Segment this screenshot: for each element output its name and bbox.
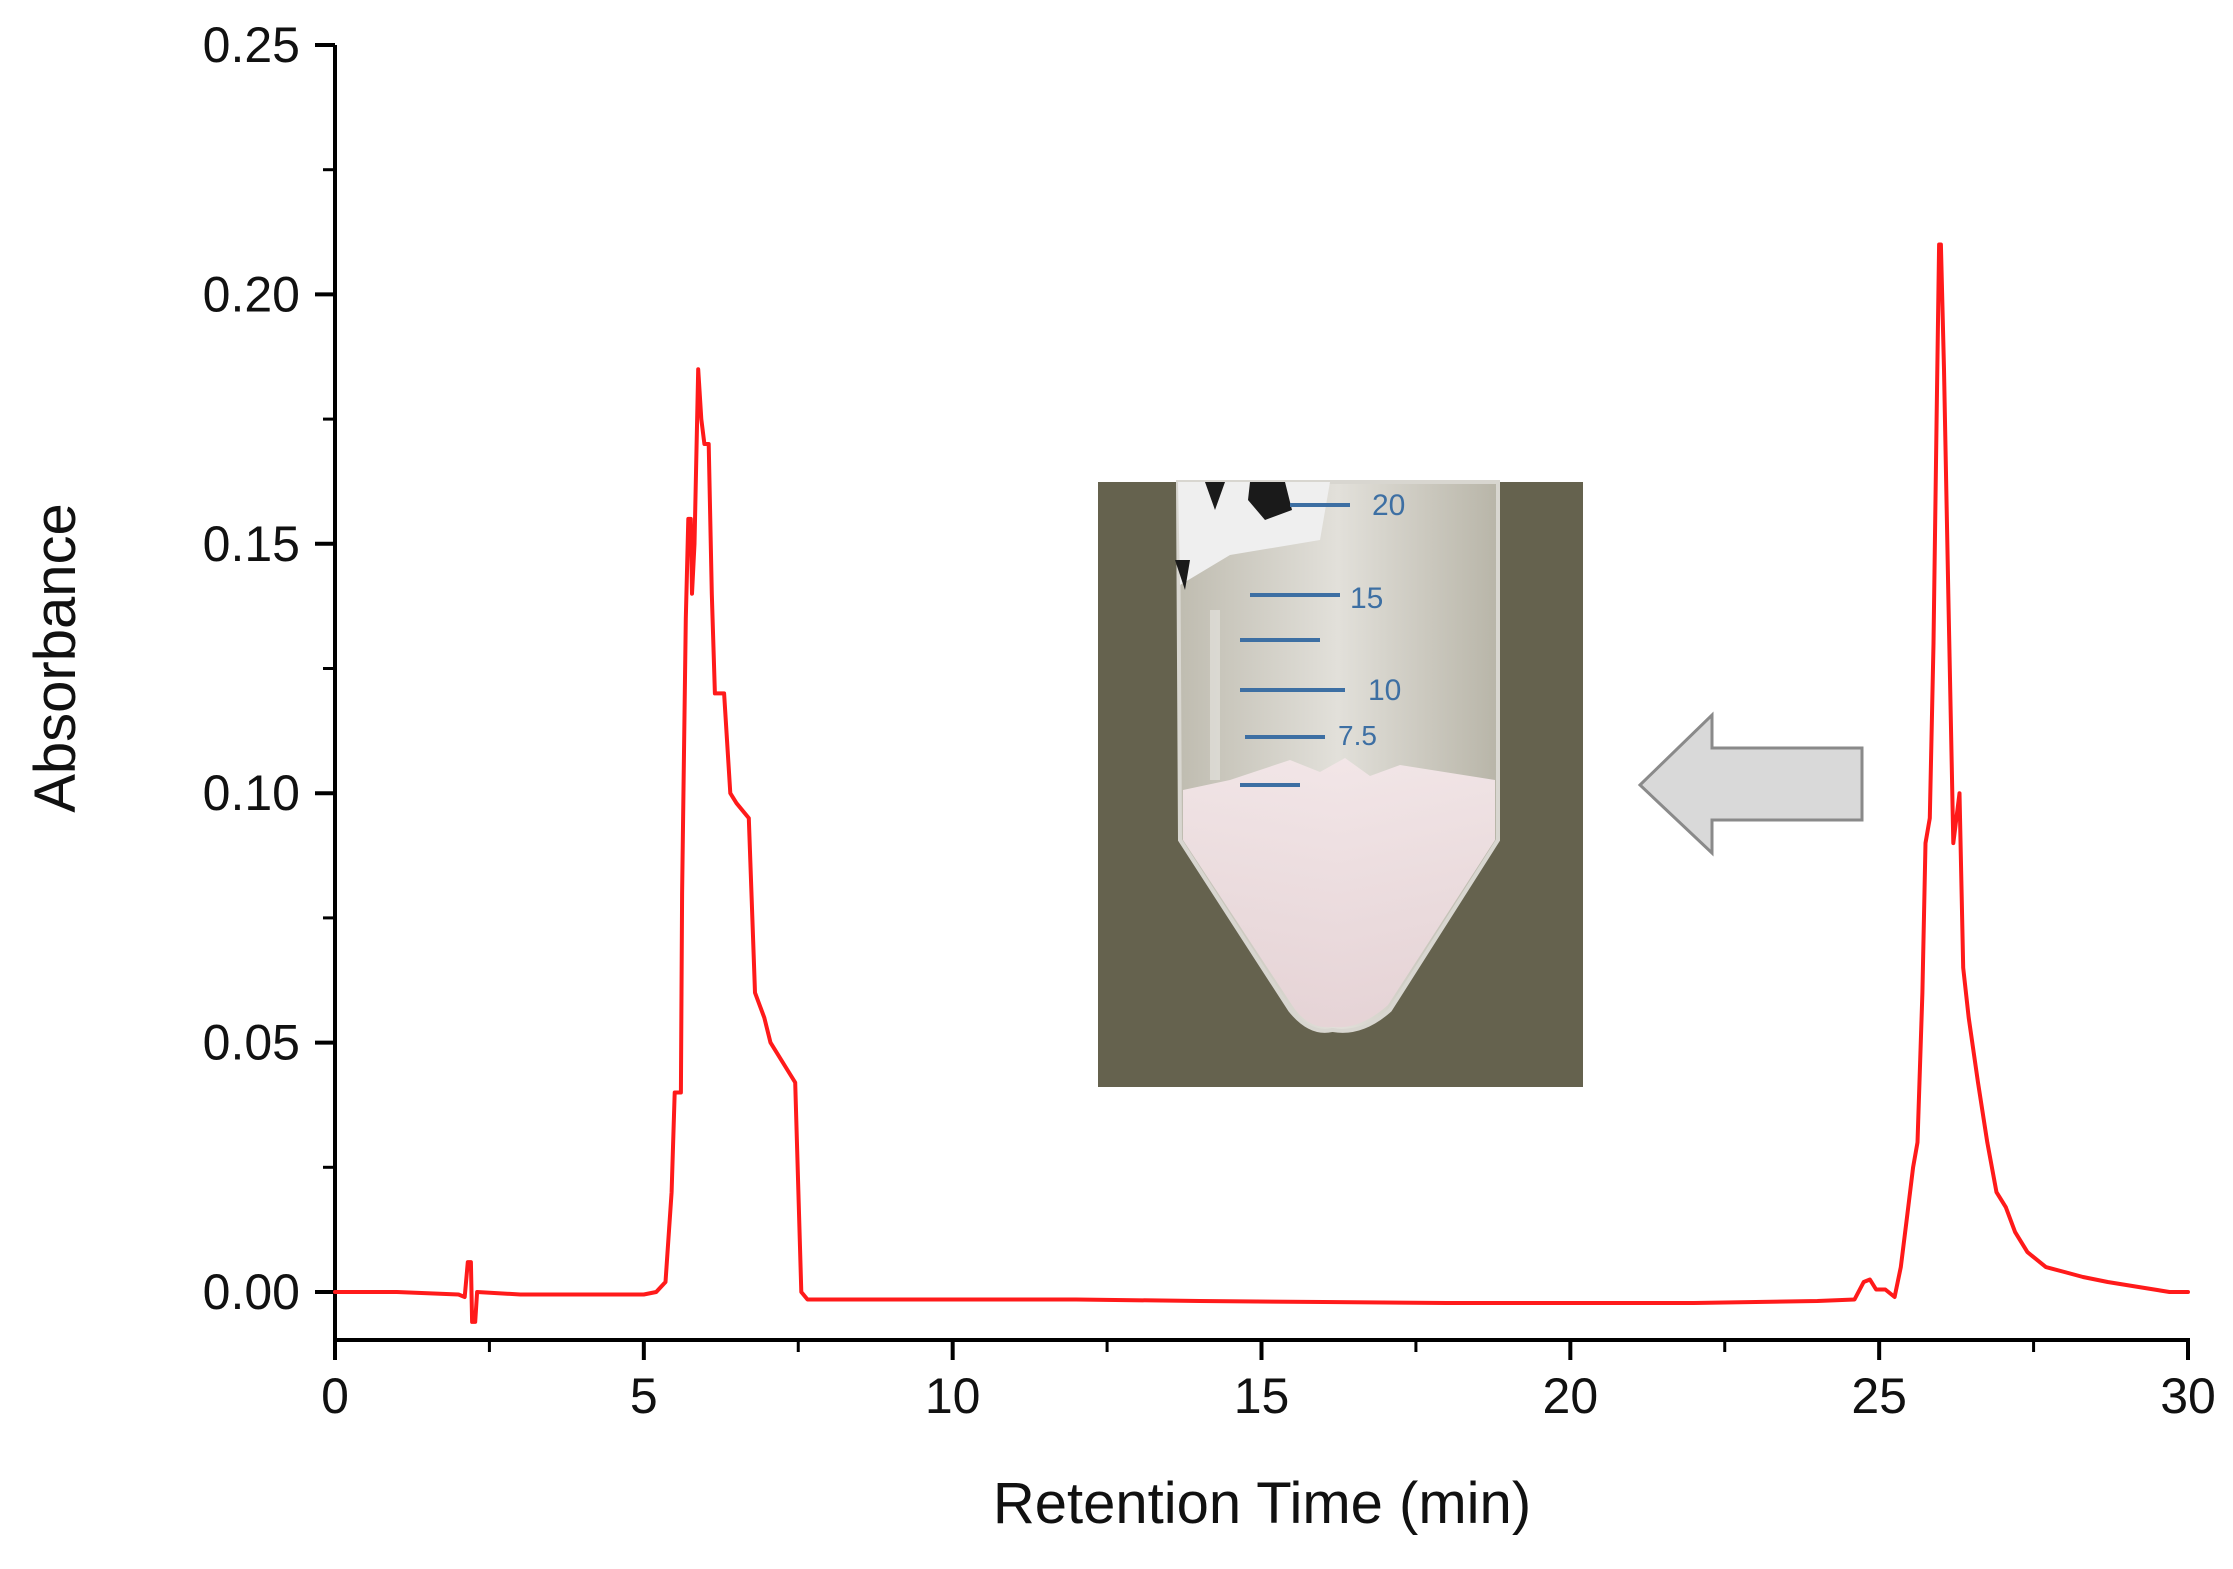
x-tick-label: 0 xyxy=(321,1368,349,1424)
y-tick-label: 0.10 xyxy=(203,765,300,821)
y-tick-label: 0.00 xyxy=(203,1264,300,1320)
tube-mark-15: 15 xyxy=(1350,582,1383,615)
y-tick-label: 0.15 xyxy=(203,516,300,572)
x-tick-label: 5 xyxy=(630,1368,658,1424)
tube-mark-7-5: 7.5 xyxy=(1338,720,1377,751)
y-tick-label: 0.05 xyxy=(203,1015,300,1071)
x-tick-label: 25 xyxy=(1851,1368,1907,1424)
graduation-marks xyxy=(1240,503,1350,787)
x-ticks: 0 5 10 15 20 25 30 xyxy=(321,1340,2216,1424)
powder-sample xyxy=(1183,758,1495,1028)
centrifuge-tube-photo: 20 15 10 7.5 xyxy=(1098,480,1583,1087)
tube-mark-20: 20 xyxy=(1372,489,1405,522)
tube-label xyxy=(1178,482,1330,585)
tube-mark-10: 10 xyxy=(1368,674,1401,707)
x-axis-title: Retention Time (min) xyxy=(993,1471,1531,1536)
x-tick-label: 20 xyxy=(1543,1368,1599,1424)
x-tick-label: 10 xyxy=(925,1368,981,1424)
x-tick-label: 15 xyxy=(1234,1368,1290,1424)
left-arrow-icon xyxy=(1637,711,1864,857)
y-tick-label: 0.25 xyxy=(203,17,300,73)
x-tick-label: 30 xyxy=(2160,1368,2216,1424)
y-ticks: 0.00 0.05 0.10 0.15 0.20 0.25 xyxy=(203,17,335,1320)
y-tick-label: 0.20 xyxy=(203,266,300,322)
absorbance-trace xyxy=(333,242,2190,1324)
y-axis-title: Absorbance xyxy=(23,503,88,813)
